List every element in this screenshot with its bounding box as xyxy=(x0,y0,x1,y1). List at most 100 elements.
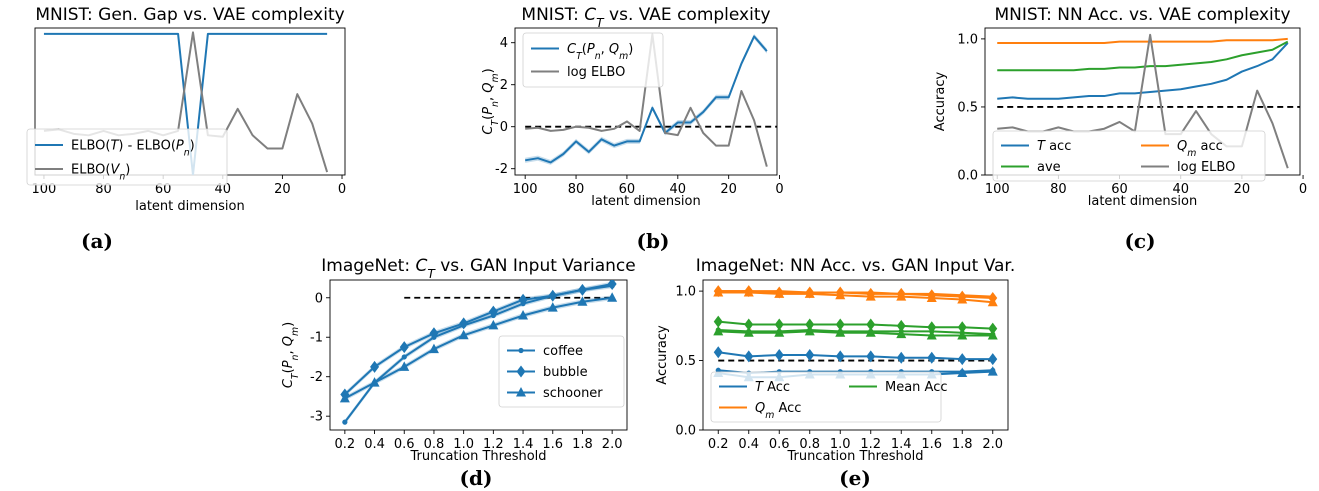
chart-e-ylabel: Accuracy xyxy=(655,325,670,385)
data-point xyxy=(713,287,724,297)
data-point xyxy=(713,315,723,328)
y-tick-label: -2 xyxy=(310,370,323,385)
data-point xyxy=(896,351,906,364)
data-point xyxy=(804,325,815,336)
series-line xyxy=(718,320,993,330)
series-ave xyxy=(997,40,1289,72)
legend-item-bubble: bubble xyxy=(507,365,588,380)
series-blue-diamond-6 xyxy=(713,346,998,366)
data-point xyxy=(927,351,937,364)
x-tick-label: 40 xyxy=(215,182,232,197)
chart-d-ylabel: CT(Pn, Qm) xyxy=(281,322,301,388)
legend-frame xyxy=(992,130,1266,182)
y-tick-label: 0.5 xyxy=(957,100,978,115)
legend-label: ELBO(T) - ELBO(Pn) xyxy=(71,139,195,159)
legend-frame xyxy=(710,371,942,423)
data-point xyxy=(488,305,498,318)
legend-label: CT(Pn, Qm) xyxy=(567,42,633,62)
series-green-triangle-5 xyxy=(713,325,998,340)
data-point xyxy=(896,291,907,301)
legend-label: Mean Acc xyxy=(885,380,948,395)
x-tick-label: 0.6 xyxy=(769,437,790,452)
data-point xyxy=(342,419,348,425)
data-point xyxy=(429,327,439,340)
series-schooner xyxy=(339,292,618,403)
data-point xyxy=(957,321,967,334)
data-point xyxy=(743,327,754,337)
data-point xyxy=(988,353,998,366)
data-point xyxy=(744,318,754,331)
legend-item-elbo-vn: ELBO(Vn) xyxy=(35,163,130,182)
chart-b-plot-area xyxy=(514,27,778,176)
data-point xyxy=(339,392,350,403)
data-point xyxy=(399,341,409,354)
y-tick-label: 2 xyxy=(500,78,508,93)
data-point xyxy=(987,366,998,376)
chart-c-caption: (c) xyxy=(1124,229,1155,253)
x-tick-label: 40 xyxy=(670,182,687,197)
series-bubble xyxy=(340,280,617,401)
x-tick-label: 0.4 xyxy=(738,437,759,452)
series-line xyxy=(525,35,768,164)
data-point xyxy=(607,280,617,290)
x-tick-label: 0.2 xyxy=(708,437,729,452)
data-point xyxy=(399,361,410,371)
data-point xyxy=(957,293,968,304)
series-elbo-t-elbo-pn xyxy=(43,32,328,175)
data-point xyxy=(805,318,815,331)
data-point xyxy=(866,350,876,363)
data-point xyxy=(805,349,815,361)
chart-c-xlabel: latent dimension xyxy=(1088,194,1197,209)
chart-a-title: MNIST: Gen. Gap vs. VAE complexity xyxy=(35,5,344,25)
chart-b-legend: CT(Pn, Qm) log ELBO xyxy=(522,32,664,88)
legend-frame xyxy=(26,128,228,186)
data-point xyxy=(607,292,618,302)
series-line xyxy=(718,291,993,304)
series-line xyxy=(997,37,1288,44)
data-point xyxy=(774,288,785,298)
data-point xyxy=(987,296,998,307)
x-tick-label: 0 xyxy=(338,182,346,197)
legend-label: Qm acc xyxy=(1177,139,1223,159)
legend-item-ave: ave xyxy=(1001,160,1061,175)
series-line xyxy=(997,42,1289,100)
data-point xyxy=(926,292,937,303)
data-point xyxy=(988,322,998,335)
x-tick-label: 80 xyxy=(568,182,585,197)
series-ct-pn-qm xyxy=(525,33,768,165)
data-point xyxy=(926,330,937,340)
data-point xyxy=(774,318,784,331)
chart-e-caption: (e) xyxy=(839,466,871,490)
chart-d-data xyxy=(339,280,618,425)
legend-item-t-acc: T Acc xyxy=(719,380,790,395)
x-tick-label: 0 xyxy=(1299,182,1307,197)
legend-item-schooner: schooner xyxy=(507,386,603,401)
data-point xyxy=(835,289,846,300)
legend-marker xyxy=(516,365,526,378)
chart-b-xlabel: latent dimension xyxy=(591,194,700,209)
series-line xyxy=(344,282,613,396)
series-t-acc xyxy=(997,42,1289,100)
x-tick-label: 100 xyxy=(985,182,1010,197)
x-tick-label: 60 xyxy=(155,182,172,197)
y-tick-label: 0.0 xyxy=(957,169,978,184)
x-tick-label: 0.4 xyxy=(364,437,385,452)
x-tick-label: 1.0 xyxy=(830,437,851,452)
data-point xyxy=(744,350,754,363)
legend-item-qm-acc: Qm acc xyxy=(1141,139,1223,159)
y-tick-label: 1.0 xyxy=(957,32,978,47)
data-point xyxy=(774,327,785,337)
x-tick-label: 100 xyxy=(32,182,57,197)
legend-label: schooner xyxy=(543,386,603,401)
chart-b-caption: (b) xyxy=(637,229,670,253)
legend-item-ct-pn-qm: CT(Pn, Qm) xyxy=(531,42,633,62)
x-tick-label: 100 xyxy=(513,182,538,197)
y-tick-label: -2 xyxy=(495,162,508,177)
legend-item-log-elbo: log ELBO xyxy=(531,65,625,80)
chart-e: ImageNet: NN Acc. vs. GAN Input Var. 0.2 0… xyxy=(655,256,1015,490)
data-point xyxy=(428,343,439,354)
x-tick-label: 1.2 xyxy=(483,437,504,452)
data-point xyxy=(866,318,876,331)
x-tick-label: 0.6 xyxy=(394,437,415,452)
